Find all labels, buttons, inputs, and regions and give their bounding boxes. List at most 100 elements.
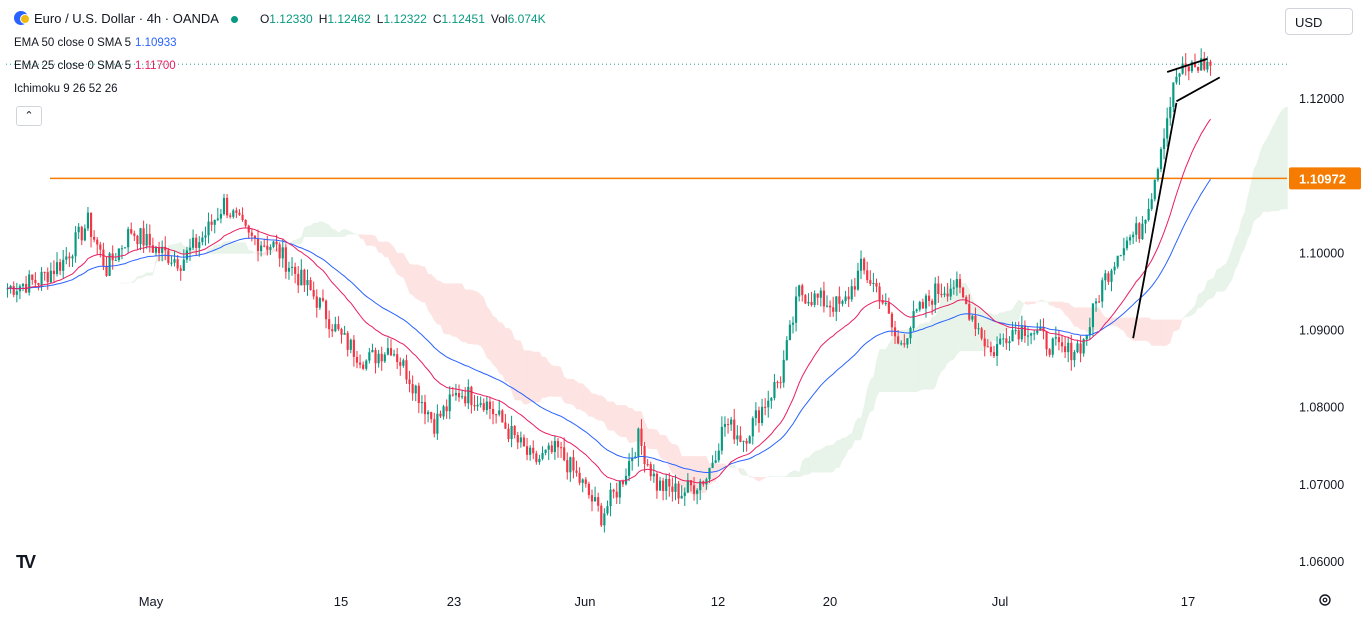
- cloud-segment: [660, 434, 664, 460]
- candle-body: [488, 401, 492, 409]
- candle-body: [522, 437, 526, 447]
- candle-body: [31, 274, 34, 280]
- candle-body: [931, 300, 934, 305]
- cloud-segment: [409, 263, 413, 296]
- currency-selector[interactable]: USD: [1285, 8, 1353, 35]
- candle-body: [1162, 138, 1166, 150]
- candle-body: [1098, 301, 1101, 303]
- candle-body: [1036, 330, 1039, 334]
- cloud-segment: [307, 225, 311, 237]
- cloud-segment: [1018, 299, 1022, 321]
- ema50-legend[interactable]: EMA 50 close 0 SMA 5 1.10933: [14, 37, 177, 49]
- candle-body: [420, 402, 423, 404]
- candle-body: [1193, 61, 1197, 67]
- trendline-drawings[interactable]: [1132, 58, 1221, 339]
- cloud-segment: [140, 274, 144, 279]
- cloud-segment: [239, 242, 243, 254]
- cloud-segment: [125, 282, 129, 284]
- cloud-segment: [545, 356, 549, 398]
- cloud-segment: [106, 284, 110, 290]
- candle-body: [798, 285, 801, 297]
- candle-body: [711, 462, 714, 468]
- candle-body: [748, 436, 751, 444]
- candle-body: [952, 287, 955, 289]
- candle-body: [779, 382, 782, 384]
- candle-body: [123, 247, 127, 249]
- candle-body: [829, 305, 832, 308]
- candle-body: [776, 382, 779, 384]
- candle-body: [838, 296, 841, 304]
- cloud-segment: [888, 338, 892, 392]
- cloud-segment: [236, 242, 240, 254]
- support-level[interactable]: 1.10972: [6, 63, 1361, 190]
- cloud-segment: [1176, 319, 1180, 331]
- ichimoku-legend[interactable]: Ichimoku 9 26 52 26: [14, 83, 118, 95]
- candle-body: [1203, 58, 1206, 70]
- candle-body: [436, 413, 439, 434]
- cloud-segment: [1120, 317, 1124, 332]
- candle-body: [856, 270, 860, 290]
- candle-body: [705, 479, 708, 485]
- cloud-segment: [471, 289, 475, 345]
- ema50-line: [7, 179, 1211, 474]
- candle-body: [457, 393, 461, 398]
- cloud-segment: [196, 252, 200, 254]
- cloud-segment: [1216, 268, 1220, 292]
- candle-body: [312, 290, 315, 297]
- cloud-segment: [663, 434, 667, 461]
- candle-body: [238, 212, 241, 215]
- collapse-legend-button[interactable]: ⌃: [16, 106, 42, 126]
- ema25-legend[interactable]: EMA 25 close 0 SMA 5 1.11700: [14, 60, 176, 72]
- cloud-segment: [1259, 144, 1264, 217]
- candle-body: [804, 295, 807, 304]
- candle-body: [46, 272, 49, 283]
- cloud-segment: [1037, 299, 1041, 302]
- cloud-segment: [734, 464, 738, 469]
- cloud-segment: [326, 223, 330, 237]
- candle-body: [621, 481, 624, 485]
- cloud-segment: [712, 463, 716, 483]
- cloud-segment: [1003, 310, 1007, 334]
- candle-body: [1107, 273, 1110, 282]
- cloud-segment: [1012, 303, 1016, 321]
- candle-body: [491, 408, 495, 415]
- candle-body: [108, 253, 111, 276]
- cloud-segment: [758, 476, 763, 482]
- candle-body: [683, 492, 686, 496]
- cloud-segment: [783, 475, 787, 477]
- candle-body: [157, 247, 161, 254]
- cloud-segment: [1164, 319, 1168, 347]
- cloud-segment: [1182, 315, 1186, 320]
- candle-body: [884, 302, 887, 304]
- cloud-segment: [799, 460, 803, 477]
- cloud-segment: [786, 472, 790, 477]
- cloud-segment: [480, 294, 484, 351]
- ichimoku-label: Ichimoku 9 26 52 26: [14, 83, 118, 95]
- candle-body: [1094, 301, 1098, 304]
- time-axis[interactable]: May 15 23 Jun 12 20 Jul 17: [139, 594, 1196, 609]
- candle-body: [1030, 333, 1033, 336]
- cloud-segment: [588, 389, 592, 417]
- cloud-segment: [1145, 317, 1149, 342]
- cloud-segment: [264, 248, 268, 256]
- cloud-segment: [397, 252, 401, 277]
- cloud-segment: [1278, 110, 1282, 212]
- candle-body: [260, 245, 263, 252]
- price-axis[interactable]: 1.12000 1.10000 1.09000 1.08000 1.07000 1.060…: [1299, 92, 1344, 569]
- level-price-label: 1.10972: [1299, 171, 1346, 186]
- rising-trendline: [1132, 102, 1178, 339]
- symbol-legend[interactable]: Euro / U.S. Dollar · 4h · OANDA O1.12330 H…: [14, 11, 552, 26]
- candle-body: [15, 291, 18, 295]
- price-tick-label: 1.09000: [1299, 324, 1344, 338]
- cloud-segment: [1126, 317, 1131, 339]
- candle-body: [1206, 61, 1209, 70]
- candle-body: [556, 440, 560, 448]
- candle-body: [640, 428, 643, 446]
- tradingview-logo[interactable]: TV: [16, 552, 36, 572]
- cloud-segment: [1151, 319, 1155, 346]
- gear-icon[interactable]: [1318, 593, 1332, 607]
- candle-body: [52, 270, 56, 275]
- cloud-segment: [468, 289, 472, 345]
- cloud-segment: [715, 463, 719, 482]
